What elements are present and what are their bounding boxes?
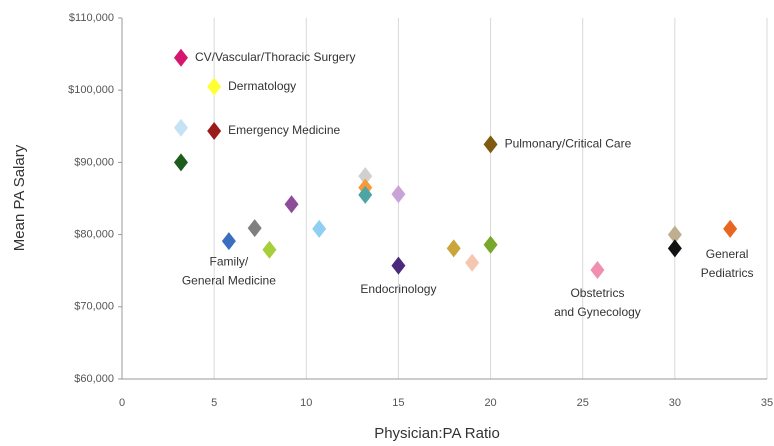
y-tick-label: $90,000 — [74, 156, 114, 168]
point — [723, 219, 738, 238]
point-label: Pediatrics — [701, 266, 754, 280]
point-label: General Medicine — [182, 273, 276, 287]
point — [221, 232, 236, 251]
y-tick-label: $110,000 — [69, 12, 114, 24]
point — [284, 195, 299, 214]
point — [312, 219, 327, 238]
y-tick-label: $80,000 — [74, 229, 114, 241]
point — [590, 260, 605, 279]
point — [207, 77, 222, 96]
point — [391, 256, 406, 275]
point — [483, 235, 498, 254]
x-tick-label: 30 — [669, 397, 681, 409]
point-label: Pulmonary/Critical Care — [505, 137, 632, 151]
point-label: CV/Vascular/Thoracic Surgery — [195, 50, 356, 64]
x-tick-label: 10 — [300, 397, 312, 409]
point-label: Endocrinology — [360, 282, 436, 296]
point — [667, 225, 682, 244]
point — [358, 185, 373, 204]
y-axis-title: Mean PA Salary — [11, 144, 28, 251]
x-tick-label: 20 — [484, 397, 496, 409]
x-tick-label: 5 — [211, 397, 217, 409]
point — [483, 135, 498, 154]
point-label: Emergency Medicine — [228, 123, 340, 137]
x-tick-label: 25 — [577, 397, 589, 409]
y-tick-label: $70,000 — [74, 301, 114, 313]
point — [173, 118, 188, 137]
x-tick-label: 35 — [761, 397, 773, 409]
point — [358, 167, 373, 186]
point-label: General — [706, 247, 749, 261]
point — [262, 240, 277, 259]
point-label: Family/ — [210, 254, 249, 268]
y-tick-label: $60,000 — [74, 373, 114, 385]
point — [446, 239, 461, 258]
point — [391, 185, 406, 204]
point — [173, 153, 188, 172]
point-label: Obstetrics — [570, 286, 624, 300]
x-tick-label: 0 — [119, 397, 125, 409]
x-axis-title: Physician:PA Ratio — [374, 425, 500, 442]
point-label: and Gynecology — [554, 305, 641, 319]
point — [173, 48, 188, 67]
x-tick-label: 15 — [392, 397, 404, 409]
point — [667, 239, 682, 258]
y-tick-label: $100,000 — [68, 84, 114, 96]
point — [247, 219, 262, 238]
point — [465, 253, 480, 272]
point-label: Dermatology — [228, 79, 296, 93]
point — [207, 121, 222, 140]
